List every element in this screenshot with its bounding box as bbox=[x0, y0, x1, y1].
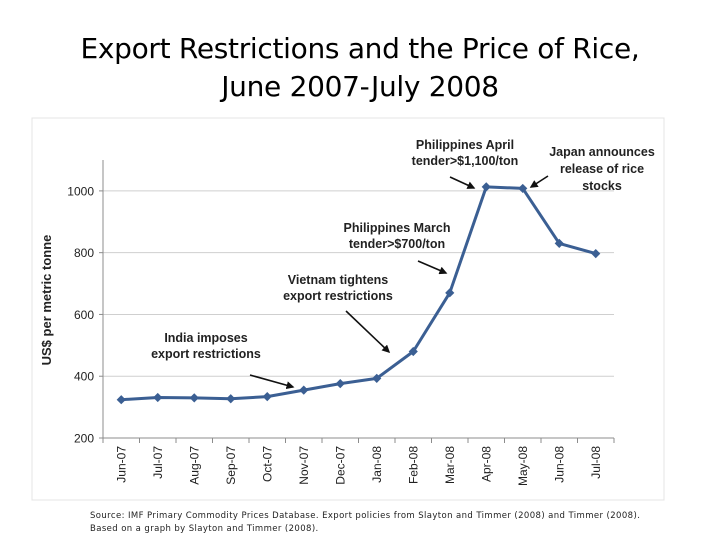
annotation-india-line-1: India imposes bbox=[164, 331, 247, 345]
data-point-May-08 bbox=[518, 183, 528, 194]
annotation-phil-april-line-2: tender>$1,100/ton bbox=[412, 154, 519, 168]
title-line-1: Export Restrictions and the Price of Ric… bbox=[80, 32, 640, 65]
data-point-Nov-07 bbox=[299, 385, 309, 395]
source-line-1: Source: IMF Primary Commodity Prices Dat… bbox=[90, 511, 641, 521]
data-point-Mar-08 bbox=[445, 288, 455, 298]
slide-title: Export Restrictions and the Price of Ric… bbox=[0, 30, 720, 106]
x-tick-label: Sep-07 bbox=[224, 446, 238, 485]
annotation-vietnam-line-1: Vietnam tightens bbox=[288, 273, 389, 287]
y-axis-label: US$ per metric tonne bbox=[39, 235, 54, 366]
y-tick-label: 400 bbox=[74, 370, 94, 384]
annotations: India imposes export restrictions Vietnam … bbox=[151, 138, 655, 390]
data-point-Jun-07 bbox=[116, 395, 126, 405]
data-point-Feb-08 bbox=[408, 346, 418, 357]
annotation-arrow-india bbox=[249, 374, 295, 390]
x-tick-label: Apr-08 bbox=[479, 446, 493, 482]
y-tick-label: 200 bbox=[74, 432, 94, 446]
y-tick-label: 600 bbox=[74, 308, 94, 322]
x-tick-label: Oct-07 bbox=[260, 446, 274, 482]
annotation-india-line-2: export restrictions bbox=[151, 347, 261, 361]
x-tick-label: Jan-08 bbox=[370, 446, 384, 483]
annotation-phil-march-line-1: Philippines March bbox=[344, 221, 451, 235]
data-point-Jul-08 bbox=[591, 248, 601, 259]
x-tick-label: Feb-08 bbox=[406, 446, 420, 484]
series-line bbox=[121, 185, 597, 402]
annotation-japan-line-3: stocks bbox=[582, 179, 622, 193]
x-tick-label: Jun-07 bbox=[114, 446, 128, 483]
x-tick-label: Aug-07 bbox=[187, 446, 201, 485]
data-point-Jan-08 bbox=[372, 373, 382, 383]
source-line-2: Based on a graph by Slayton and Timmer (… bbox=[90, 524, 319, 534]
annotation-vietnam-line-2: export restrictions bbox=[283, 289, 393, 303]
annotation-japan-line-2: release of rice bbox=[560, 162, 644, 176]
x-tick-label: Jul-08 bbox=[589, 446, 603, 479]
data-point-Aug-07 bbox=[189, 393, 199, 403]
data-point-Jun-08 bbox=[554, 238, 564, 248]
gridlines bbox=[99, 190, 615, 443]
annotation-phil-april-line-1: Philippines April bbox=[416, 138, 514, 152]
series-group bbox=[116, 182, 601, 405]
y-tick-label: 800 bbox=[74, 246, 94, 260]
x-tick-label: Jul-07 bbox=[151, 446, 165, 479]
source-note: Source: IMF Primary Commodity Prices Dat… bbox=[90, 510, 650, 536]
x-tick-label: Mar-08 bbox=[443, 446, 457, 484]
title-line-2: June 2007-July 2008 bbox=[221, 70, 499, 103]
x-tick-labels: Jun-07 Jul-07 Aug-07 Sep-07 Oct-07 Nov-07 Dec-… bbox=[114, 446, 603, 486]
annotation-arrow-phil-march bbox=[417, 260, 448, 275]
annotation-arrow-japan bbox=[529, 175, 549, 188]
x-tick-label: May-08 bbox=[516, 446, 530, 486]
annotation-japan-line-1: Japan announces bbox=[549, 145, 655, 159]
data-point-Sep-07 bbox=[226, 394, 236, 404]
data-point-Jul-07 bbox=[153, 392, 163, 403]
chart-area-background bbox=[31, 117, 665, 501]
data-point-Dec-07 bbox=[335, 379, 345, 389]
x-tick-label: Jun-08 bbox=[552, 446, 566, 483]
annotation-arrow-phil-april bbox=[449, 176, 476, 189]
data-point-Oct-07 bbox=[262, 392, 272, 402]
y-tick-label: 1000 bbox=[67, 184, 94, 198]
y-tick-labels: 200 400 600 800 1000 bbox=[67, 184, 94, 445]
data-point-Apr-08 bbox=[481, 182, 491, 192]
x-tick-label: Nov-07 bbox=[297, 446, 311, 485]
x-tick-label: Dec-07 bbox=[333, 446, 347, 485]
annotation-arrow-vietnam bbox=[345, 310, 391, 354]
annotation-phil-march-line-2: tender>$700/ton bbox=[349, 237, 445, 251]
